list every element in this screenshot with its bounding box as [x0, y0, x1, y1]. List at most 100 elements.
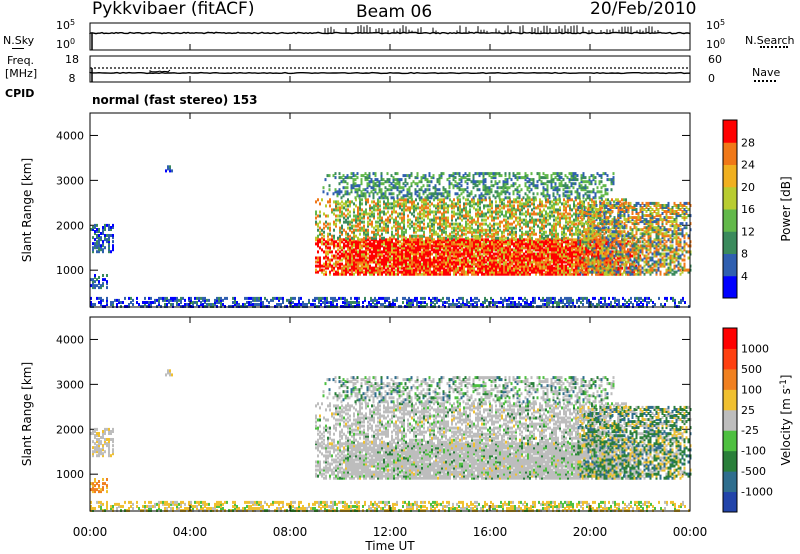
power-cell [349, 228, 351, 232]
power-cell [343, 220, 345, 224]
power-cell [581, 232, 583, 236]
power-cell [487, 228, 489, 232]
power-cell [443, 208, 445, 212]
power-cell [503, 258, 505, 262]
power-cell [425, 214, 427, 218]
power-cell [443, 266, 445, 270]
power-cell [567, 254, 569, 258]
power-cell [559, 260, 561, 264]
power-cell [94, 223, 96, 227]
power-cell [252, 303, 254, 306]
power-cell [431, 228, 433, 232]
power-cell [555, 202, 557, 206]
power-cell [355, 248, 357, 252]
power-cell [581, 256, 583, 260]
power-cell [541, 218, 543, 222]
power-cell [539, 198, 541, 202]
power-cell [445, 230, 447, 234]
power-cell [575, 198, 577, 202]
power-cell [515, 250, 517, 254]
power-cell [347, 270, 349, 274]
power-cell [403, 206, 405, 210]
power-cell [465, 224, 467, 228]
power-cell [489, 258, 491, 262]
power-cell [511, 228, 513, 232]
power-cell [158, 296, 160, 300]
power-cell [447, 216, 449, 220]
power-cell [401, 234, 403, 238]
power-cell [577, 246, 579, 250]
power-cell [439, 246, 441, 250]
power-cell [218, 301, 220, 304]
power-cell [479, 222, 481, 226]
power-cell [463, 202, 465, 206]
power-cell [551, 268, 553, 272]
power-cell [317, 228, 319, 232]
power-cell [593, 264, 595, 268]
power-cell [547, 250, 549, 254]
power-cell [575, 248, 577, 252]
power-cell [531, 232, 533, 236]
power-cell [104, 246, 106, 250]
power-cell [463, 264, 465, 268]
power-cell [452, 303, 454, 306]
power-cell [539, 230, 541, 234]
power-cell [401, 266, 403, 270]
power-cell [373, 268, 375, 272]
power-cell [441, 250, 443, 254]
power-cell [515, 224, 517, 228]
power-cell [491, 264, 493, 268]
power-cell [415, 204, 417, 208]
power-cell [629, 256, 631, 260]
power-cell [391, 240, 393, 244]
power-cell [411, 212, 413, 216]
power-cell [648, 296, 650, 300]
power-cell [383, 200, 385, 204]
power-cell [406, 298, 408, 302]
power-cell [465, 262, 467, 266]
power-cell [389, 264, 391, 268]
power-cell [218, 298, 220, 302]
power-cell [272, 296, 274, 300]
power-cell [457, 250, 459, 254]
power-cell [246, 301, 248, 304]
power-cell [449, 250, 451, 254]
power-cell [565, 226, 567, 230]
power-cell [365, 252, 367, 256]
power-cell [413, 208, 415, 212]
power-cell [639, 240, 641, 244]
power-cell [439, 222, 441, 226]
power-cell [110, 303, 112, 306]
power-cell [489, 268, 491, 272]
power-cell [485, 248, 487, 252]
power-cell [557, 242, 559, 246]
power-cell [453, 212, 455, 216]
power-cell [459, 244, 461, 248]
power-cell [381, 220, 383, 224]
power-cell [455, 240, 457, 244]
power-cell [519, 236, 521, 240]
power-cell [369, 260, 371, 264]
power-cell [395, 248, 397, 252]
power-cell [387, 210, 389, 214]
power-cell [545, 216, 547, 220]
power-cell [539, 264, 541, 268]
power-cell [431, 210, 433, 214]
power-cell [358, 303, 360, 306]
power-cell [391, 246, 393, 250]
power-cell [521, 260, 523, 264]
power-cell [433, 210, 435, 214]
power-cell [343, 272, 345, 276]
power-cell [347, 258, 349, 262]
power-cell [94, 238, 96, 242]
power-cell [379, 212, 381, 216]
power-cell [678, 301, 680, 304]
power-cell [373, 270, 375, 274]
power-cell [483, 264, 485, 268]
power-cell [521, 198, 523, 202]
power-cell [333, 244, 335, 248]
power-cell [108, 234, 110, 237]
power-cell [537, 266, 539, 270]
power-cell [399, 240, 401, 244]
power-cell [407, 220, 409, 224]
